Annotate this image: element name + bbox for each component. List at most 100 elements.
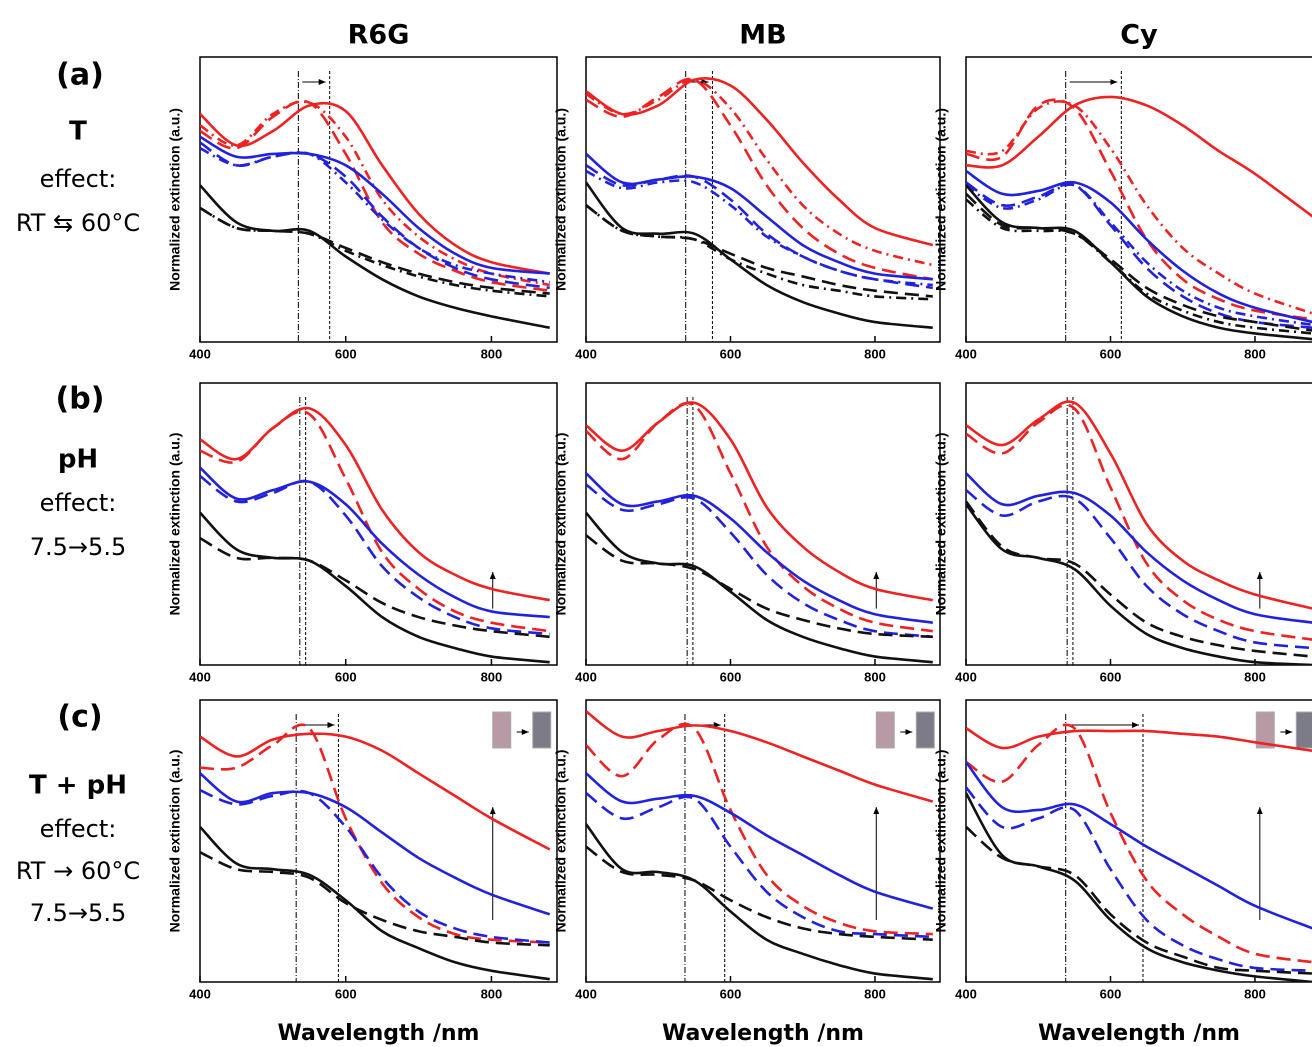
row-text: T xyxy=(69,117,87,147)
x-axis-label: Wavelength /nm xyxy=(662,1021,864,1046)
cuvette xyxy=(1295,711,1312,749)
spectrum-line xyxy=(200,147,550,284)
y-axis-label: Normalized extinction (a.u.) xyxy=(167,433,183,616)
plot-frame xyxy=(199,382,558,666)
y-axis-label: Normalized extinction (a.u.) xyxy=(933,433,949,616)
spectrum-line xyxy=(200,789,550,944)
spectrum-line xyxy=(586,77,934,247)
plot-area xyxy=(586,71,934,342)
spectrum-line xyxy=(966,198,1312,335)
x-tick-label: 400 xyxy=(575,346,597,361)
x-tick-label: 400 xyxy=(955,346,977,361)
x-tick-label: 600 xyxy=(335,986,357,1001)
spectrum-line xyxy=(200,732,551,851)
spectrum-line xyxy=(586,483,933,639)
spectrum-line xyxy=(586,78,934,267)
row-text: effect: xyxy=(40,815,117,843)
spectrum-line xyxy=(966,169,1312,324)
x-tick-label: 400 xyxy=(955,986,977,1001)
plot-frame xyxy=(199,56,558,343)
row-text: pH xyxy=(58,445,98,475)
plot-area xyxy=(966,71,1312,342)
spectrum-line xyxy=(200,851,550,947)
spectrum-line xyxy=(966,489,1312,650)
spectrum-line xyxy=(586,181,933,330)
x-tick-label: 400 xyxy=(575,986,597,1001)
y-axis-label: Normalized extinction (a.u.) xyxy=(167,108,183,291)
spectrum-line xyxy=(966,181,1312,329)
cuvette xyxy=(492,711,512,749)
column-title: R6G xyxy=(348,20,410,51)
row-text: RT → 60°C xyxy=(16,857,140,885)
spectrum-line xyxy=(966,472,1312,624)
plot-frame xyxy=(585,56,941,343)
spectrum-line xyxy=(200,511,550,664)
panel: 400 600 800 Normalized extinction (a.u.) Wav… xyxy=(933,699,1312,1046)
x-tick-label: 600 xyxy=(1100,986,1122,1001)
x-tick-label: 800 xyxy=(1244,986,1266,1001)
x-tick-label: 800 xyxy=(864,986,886,1001)
y-axis-label: Normalized extinction (a.u.) xyxy=(553,750,569,933)
spectrum-line xyxy=(966,761,1312,930)
y-axis-label: Normalized extinction (a.u.) xyxy=(553,108,569,291)
row-text: T + pH xyxy=(29,771,127,801)
spectrum-line xyxy=(966,500,1312,658)
plot-frame xyxy=(199,699,558,983)
row-text: 7.5→5.5 xyxy=(30,899,126,927)
spectrum-line xyxy=(200,184,550,330)
plot-area xyxy=(200,71,550,342)
spectrum-line xyxy=(586,204,933,298)
plot-frame xyxy=(965,56,1312,343)
x-tick-label: 600 xyxy=(335,669,357,684)
row-label: (b) xyxy=(56,382,105,417)
panel: 400 600 800 Normalized extinction (a.u.) xyxy=(167,56,558,361)
panel: 400 600 800 Normalized extinction (a.u.) Wav… xyxy=(167,699,558,1046)
plot-area xyxy=(200,711,552,982)
x-tick-label: 400 xyxy=(189,346,211,361)
x-tick-label: 800 xyxy=(481,986,503,1001)
x-tick-label: 600 xyxy=(1100,669,1122,684)
y-axis-label: Normalized extinction (a.u.) xyxy=(167,750,183,933)
row-text: 7.5→5.5 xyxy=(30,533,126,561)
x-tick-label: 600 xyxy=(335,346,357,361)
spectrum-line xyxy=(586,823,933,981)
spectrum-line xyxy=(200,410,550,633)
row-label: (c) xyxy=(57,700,102,735)
spectrum-line xyxy=(200,101,550,275)
panel: 400 600 800 Normalized extinction (a.u.) xyxy=(553,382,941,684)
row-text: effect: xyxy=(40,165,117,193)
spectrum-line xyxy=(200,474,550,636)
spectrum-line xyxy=(200,825,550,981)
spectrum-line xyxy=(200,206,550,298)
spectrum-line xyxy=(586,77,934,281)
x-tick-label: 400 xyxy=(575,669,597,684)
spectrum-line xyxy=(586,164,933,290)
plot-frame xyxy=(965,382,1312,666)
spectrum-line xyxy=(966,723,1312,964)
spectrum-line xyxy=(966,192,1312,332)
spectrum-line xyxy=(200,100,550,287)
y-axis-label: Normalized extinction (a.u.) xyxy=(933,108,949,291)
x-tick-label: 400 xyxy=(189,986,211,1001)
panel: 400 600 800 Normalized extinction (a.u.) Wav… xyxy=(553,699,941,1046)
row-text: RT ⇆ 60°C xyxy=(16,209,140,237)
panel: 400 600 800 Normalized extinction (a.u.) xyxy=(933,56,1312,361)
plot-frame xyxy=(585,699,941,983)
spectrum-line xyxy=(200,406,550,602)
plot-area xyxy=(200,397,550,665)
spectrum-line xyxy=(966,503,1312,665)
plot-area xyxy=(966,397,1312,665)
x-tick-label: 400 xyxy=(189,669,211,684)
y-axis-label: Normalized extinction (a.u.) xyxy=(553,433,569,616)
x-tick-label: 600 xyxy=(720,669,742,684)
spectrum-line xyxy=(586,722,933,936)
cuvette xyxy=(875,711,895,749)
x-tick-label: 800 xyxy=(481,669,503,684)
x-axis-label: Wavelength /nm xyxy=(278,1021,480,1046)
spectrum-line xyxy=(966,792,1312,982)
spectrum-line xyxy=(586,534,933,639)
spectrum-line xyxy=(200,536,550,639)
plot-area xyxy=(586,397,934,665)
panel: 400 600 800 Normalized extinction (a.u.) xyxy=(553,56,941,361)
row-text: effect: xyxy=(40,489,117,517)
